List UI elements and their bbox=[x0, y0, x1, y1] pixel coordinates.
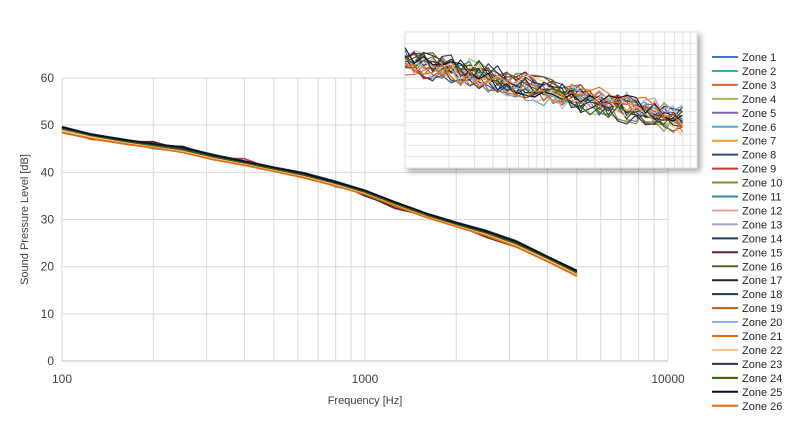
legend-label: Zone 5 bbox=[742, 108, 776, 120]
series-line-zone-22 bbox=[61, 130, 578, 275]
inset-series-line bbox=[404, 65, 683, 127]
legend-label: Zone 21 bbox=[742, 331, 782, 343]
series-line-zone-26 bbox=[61, 131, 578, 277]
y-tick-label: 20 bbox=[41, 260, 55, 274]
legend-label: Zone 14 bbox=[742, 233, 782, 245]
legend-label: Zone 26 bbox=[742, 401, 782, 413]
inset-series-line bbox=[404, 53, 683, 126]
legend-label: Zone 19 bbox=[742, 303, 782, 315]
y-tick-label: 10 bbox=[41, 307, 55, 321]
legend-label: Zone 4 bbox=[742, 94, 776, 106]
legend-label: Zone 15 bbox=[742, 247, 782, 259]
y-axis-title: Sound Pressure Level [dB] bbox=[19, 154, 31, 285]
legend-label: Zone 8 bbox=[742, 150, 776, 162]
legend-label: Zone 10 bbox=[742, 178, 782, 190]
x-tick-label: 1000 bbox=[352, 372, 379, 386]
legend-label: Zone 13 bbox=[742, 219, 782, 231]
legend-label: Zone 23 bbox=[742, 359, 782, 371]
inset-series-line bbox=[404, 53, 683, 123]
legend-label: Zone 3 bbox=[742, 80, 776, 92]
legend-label: Zone 11 bbox=[742, 192, 782, 204]
y-tick-label: 40 bbox=[41, 165, 55, 179]
legend-label: Zone 25 bbox=[742, 387, 782, 399]
series-line-zone-24 bbox=[61, 128, 578, 274]
legend-label: Zone 1 bbox=[742, 52, 776, 64]
inset-series-line bbox=[404, 59, 683, 129]
legend-label: Zone 24 bbox=[742, 373, 782, 385]
main-plot: 0 10 20 30 40 50 60 100 1000 10000 Frequency [Hz]… bbox=[19, 71, 685, 407]
x-tick-label: 100 bbox=[52, 372, 72, 386]
legend-label: Zone 22 bbox=[742, 345, 782, 357]
legend-label: Zone 12 bbox=[742, 205, 782, 217]
legend-label: Zone 17 bbox=[742, 275, 782, 287]
grid bbox=[61, 77, 669, 362]
tick-labels: 0 10 20 30 40 50 60 100 1000 10000 bbox=[41, 71, 685, 386]
y-tick-label: 60 bbox=[41, 71, 55, 85]
legend-label: Zone 20 bbox=[742, 317, 782, 329]
x-tick-label: 10000 bbox=[651, 372, 685, 386]
inset-series-line bbox=[404, 62, 683, 128]
y-tick-label: 50 bbox=[41, 118, 55, 132]
legend-label: Zone 16 bbox=[742, 261, 782, 273]
legend: Zone 1 Zone 2 Zone 3 Zone 4 Zone 5 Zone 6 Zone… bbox=[712, 52, 782, 413]
x-axis-title: Frequency [Hz] bbox=[328, 395, 403, 407]
legend-label: Zone 2 bbox=[742, 66, 776, 78]
legend-label: Zone 9 bbox=[742, 164, 776, 176]
series-line-zone-25 bbox=[61, 126, 578, 272]
y-tick-label: 30 bbox=[41, 213, 55, 227]
series-lines bbox=[61, 125, 578, 277]
legend-label: Zone 6 bbox=[742, 122, 776, 134]
y-tick-label: 0 bbox=[47, 354, 54, 368]
inset-series-lines bbox=[404, 47, 683, 136]
legend-label: Zone 7 bbox=[742, 136, 776, 148]
inset-chart bbox=[404, 31, 698, 169]
legend-label: Zone 18 bbox=[742, 289, 782, 301]
